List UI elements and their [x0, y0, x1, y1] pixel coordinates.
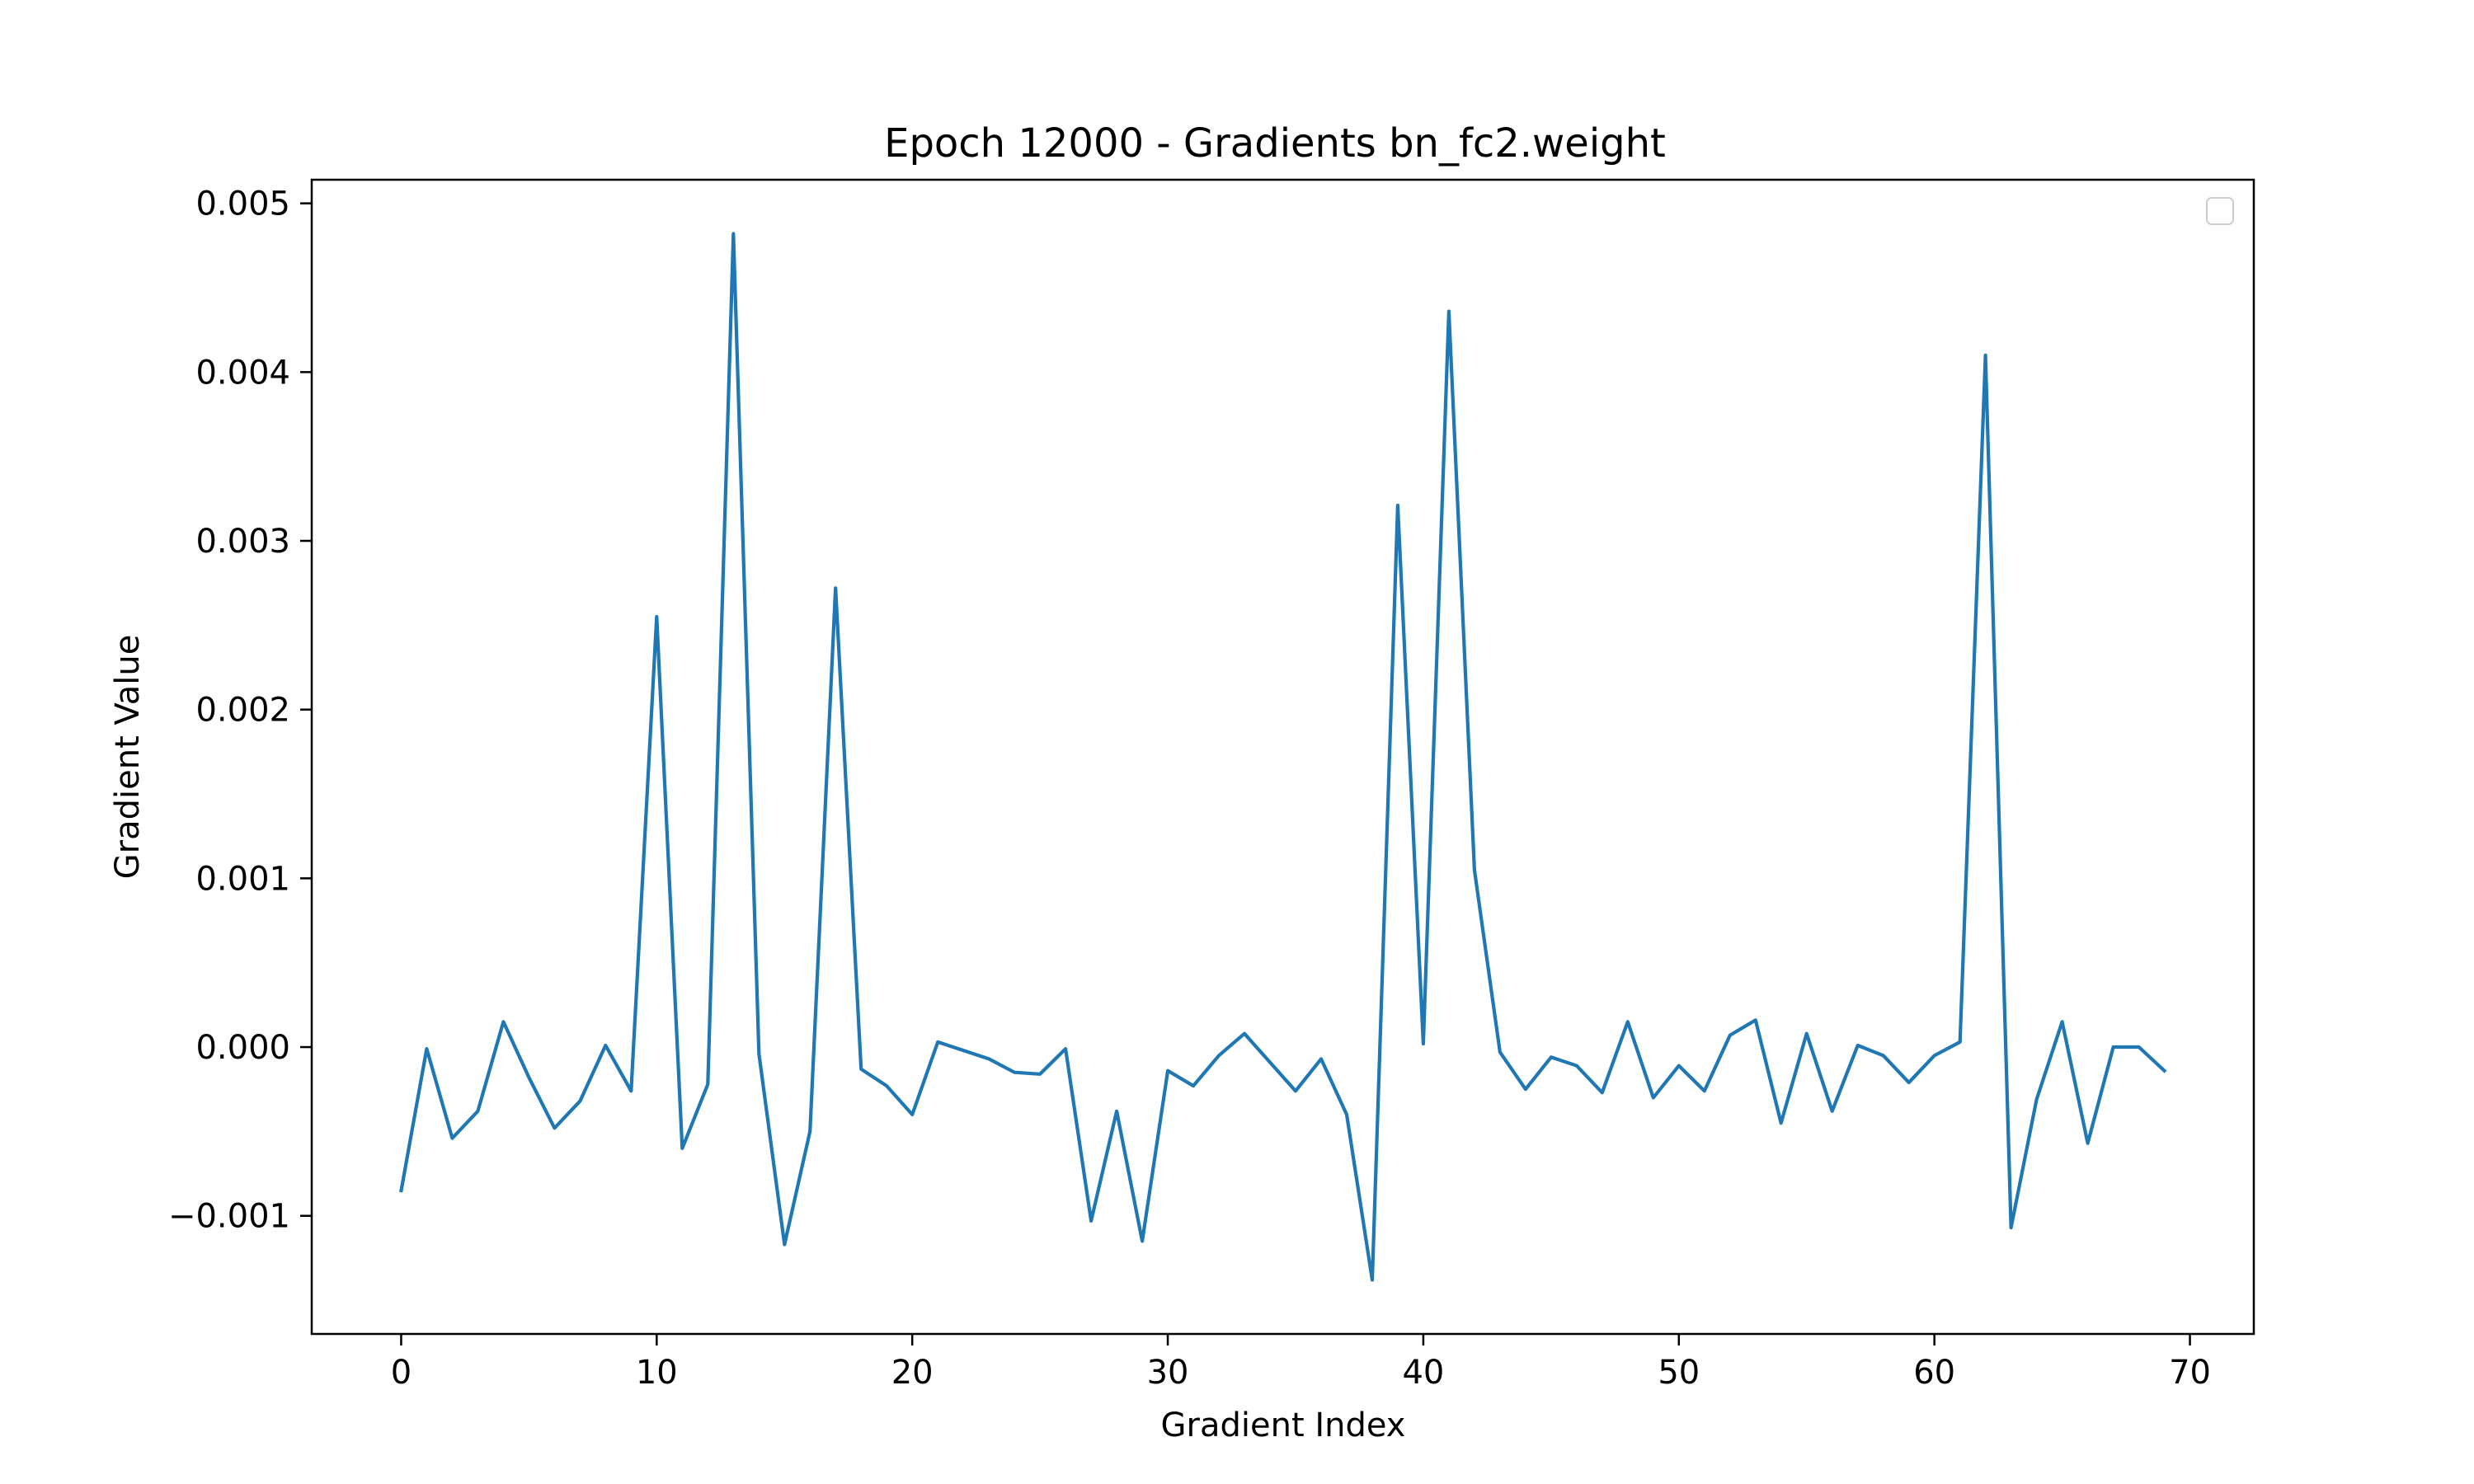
y-tick-label: 0.002	[195, 692, 290, 730]
y-tick-label: 0.003	[195, 523, 290, 561]
y-tick-label: 0.001	[195, 860, 290, 898]
y-tick-label: 0.005	[195, 186, 290, 223]
x-tick-label: 0	[391, 1354, 412, 1392]
y-axis-label: Gradient Value	[109, 635, 147, 880]
x-tick-label: 40	[1402, 1354, 1444, 1392]
legend-box	[2206, 197, 2234, 225]
y-tick-label: −0.001	[168, 1198, 290, 1236]
x-tick-label: 60	[1913, 1354, 1955, 1392]
x-tick-label: 50	[1658, 1354, 1700, 1392]
plot-layer	[399, 232, 2167, 1282]
y-tick-label: 0.004	[195, 354, 290, 392]
x-tick-label: 70	[2169, 1354, 2211, 1392]
y-tick-label: 0.000	[195, 1029, 290, 1067]
series-line-0	[399, 232, 2167, 1282]
x-tick-label: 30	[1147, 1354, 1189, 1392]
x-tick-label: 20	[891, 1354, 934, 1392]
chart-title: Epoch 12000 - Gradients bn_fc2.weight	[884, 120, 1666, 167]
x-axis-ticks: 0 10 20 30 40 50 60 70	[391, 1334, 2211, 1392]
plot-area-frame	[310, 178, 2255, 1336]
x-tick-label: 10	[636, 1354, 678, 1392]
x-axis-label: Gradient Index	[1161, 1407, 1406, 1444]
y-axis-ticks: −0.001 0.000 0.001 0.002 0.003 0.004 0.005	[168, 186, 312, 1236]
